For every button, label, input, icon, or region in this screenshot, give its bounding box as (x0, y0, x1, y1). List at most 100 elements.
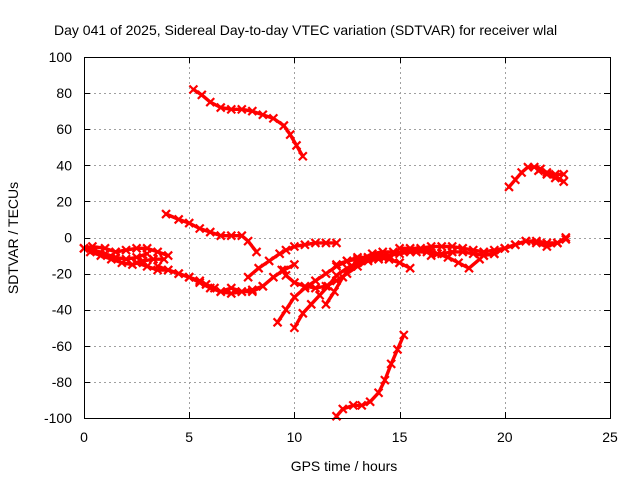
data-point (237, 104, 247, 115)
y-axis-label: SDTVAR / TECUs (5, 182, 21, 294)
series-arc-3 (85, 247, 169, 270)
axis-ticks (84, 57, 611, 419)
data-point (386, 359, 396, 369)
data-point (478, 250, 489, 261)
series-line (334, 248, 433, 267)
data-point (226, 104, 237, 115)
data-point (331, 238, 342, 248)
data-point (405, 243, 415, 254)
y-tick-label: -80 (52, 374, 72, 390)
data-point (352, 254, 363, 264)
data-point (447, 247, 457, 257)
data-point (510, 239, 521, 250)
data-point (268, 113, 279, 124)
data-point (363, 252, 373, 263)
data-point (279, 120, 289, 131)
data-point (258, 281, 268, 292)
data-point (392, 344, 403, 355)
data-point (399, 330, 409, 340)
data-point (215, 286, 226, 297)
y-tick-label: -40 (52, 302, 72, 318)
y-tick-label: 20 (56, 193, 72, 209)
data-point (510, 174, 521, 185)
data-point (121, 245, 131, 255)
data-point (285, 129, 295, 140)
data-point (243, 236, 253, 246)
data-point (348, 400, 359, 411)
data-point (457, 247, 468, 257)
data-point (300, 283, 310, 293)
data-point (365, 396, 375, 407)
data-point (253, 263, 264, 273)
data-point (338, 272, 348, 282)
data-point (131, 243, 142, 254)
data-point (205, 97, 216, 107)
data-point (159, 254, 169, 264)
y-tick-label: 0 (64, 230, 72, 246)
data-point (215, 230, 226, 241)
data-point (258, 109, 268, 120)
series-arc-5 (152, 259, 300, 299)
data-point (310, 238, 321, 248)
y-tick-label: -100 (44, 410, 72, 426)
data-point (173, 268, 184, 279)
data-point (247, 106, 258, 116)
y-tick-labels: -100 -80 -60 -40 -20 0 20 40 60 80 100 (44, 49, 72, 426)
data-point (148, 254, 159, 264)
series-arc-19 (533, 165, 569, 187)
data-point (426, 241, 436, 252)
data-point (531, 238, 542, 248)
data-point (314, 290, 325, 301)
data-point (436, 248, 447, 259)
data-point (521, 236, 531, 246)
data-point (542, 241, 552, 252)
data-point (188, 84, 199, 95)
data-point (558, 176, 569, 187)
data-point (289, 322, 300, 333)
data-point (321, 268, 331, 279)
data-point (201, 279, 211, 290)
data-point (281, 304, 291, 315)
x-tick-label: 15 (392, 429, 408, 445)
data-point (306, 299, 317, 310)
data-point (274, 248, 285, 259)
data-point (264, 256, 274, 266)
series-layer (79, 84, 571, 421)
data-point (96, 250, 106, 261)
data-point (173, 214, 184, 225)
data-point (289, 292, 300, 302)
data-point (464, 263, 474, 273)
series-arc-8 (243, 238, 342, 282)
data-point (243, 272, 253, 282)
data-point (342, 256, 352, 266)
series-arc-14 (331, 330, 409, 421)
data-point (331, 259, 342, 270)
y-tick-label: 60 (56, 121, 72, 137)
x-tick-label: 25 (602, 429, 618, 445)
series-arc-7 (188, 84, 308, 162)
data-point (289, 259, 300, 270)
data-point (321, 238, 331, 248)
data-point (209, 283, 220, 293)
grid-lines (84, 57, 610, 418)
x-axis-label: GPS time / hours (291, 458, 398, 474)
data-point (533, 165, 544, 176)
data-point (394, 243, 405, 254)
data-point (542, 169, 552, 180)
data-point (152, 261, 163, 272)
data-point (194, 223, 205, 234)
data-point (500, 243, 510, 254)
data-point (131, 257, 142, 268)
data-point (298, 151, 308, 162)
data-point (85, 247, 96, 257)
chart-title: Day 041 of 2025, Sidereal Day-to-day VTE… (54, 22, 557, 38)
series-line (334, 333, 406, 418)
series-line (536, 168, 566, 184)
data-point (281, 245, 291, 255)
data-point (161, 209, 171, 219)
x-tick-label: 0 (80, 429, 88, 445)
data-point (321, 299, 331, 310)
data-point (291, 140, 302, 151)
data-point (184, 218, 194, 228)
